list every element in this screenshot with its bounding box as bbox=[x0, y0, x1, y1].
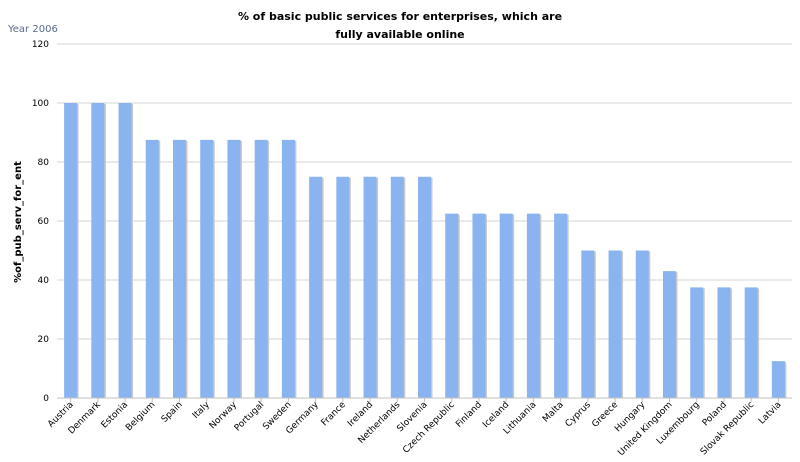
bar bbox=[418, 176, 431, 398]
bar-group bbox=[145, 139, 161, 398]
bar-group bbox=[744, 287, 760, 398]
bar bbox=[281, 139, 295, 398]
bar bbox=[200, 139, 214, 398]
bar-group bbox=[254, 139, 270, 398]
bar bbox=[173, 139, 186, 398]
bar-group bbox=[173, 139, 188, 398]
bar bbox=[635, 250, 649, 398]
x-tick-label: Latvia bbox=[757, 400, 783, 426]
bar-group bbox=[445, 213, 460, 398]
y-tick-label: 20 bbox=[38, 335, 50, 345]
bar-group bbox=[526, 213, 542, 398]
x-tick-label: Belgium bbox=[124, 400, 157, 433]
bar bbox=[608, 250, 622, 398]
y-tick-labels: 0 20 40 60 80 100 120 bbox=[32, 40, 49, 404]
bar bbox=[64, 103, 78, 398]
bar bbox=[227, 139, 241, 398]
x-tick-label: Malta bbox=[541, 400, 566, 425]
chart-title-line-1: % of basic public services for enterpris… bbox=[238, 10, 562, 23]
bar bbox=[526, 213, 540, 398]
y-tick-label: 0 bbox=[43, 394, 49, 404]
chart-title-line-2: fully available online bbox=[335, 28, 464, 41]
bar-group bbox=[281, 139, 297, 398]
bar bbox=[663, 271, 676, 398]
x-tick-label: Finland bbox=[454, 400, 484, 430]
chart-subtitle: Year 2006 bbox=[7, 24, 58, 35]
bar bbox=[118, 103, 132, 398]
x-tick-label: Spain bbox=[160, 400, 185, 425]
bar bbox=[717, 287, 731, 398]
x-tick-label: France bbox=[320, 400, 349, 429]
bar-group bbox=[418, 176, 433, 398]
bar bbox=[744, 287, 758, 398]
bar bbox=[445, 213, 459, 398]
bar bbox=[390, 176, 404, 398]
bar bbox=[690, 287, 704, 398]
y-tick-label: 60 bbox=[38, 217, 50, 227]
x-tick-label: Slovak Republic bbox=[699, 400, 756, 457]
bar bbox=[309, 176, 323, 398]
bar-group bbox=[554, 213, 569, 398]
bar-group bbox=[309, 176, 324, 398]
bar bbox=[581, 250, 595, 398]
bar-group bbox=[608, 250, 624, 398]
bar-group bbox=[472, 213, 487, 398]
bar bbox=[472, 213, 486, 398]
bar-group bbox=[771, 361, 787, 398]
y-tick-label: 100 bbox=[32, 99, 49, 109]
y-tick-label: 40 bbox=[38, 276, 50, 286]
bar bbox=[771, 361, 785, 398]
bar-group bbox=[581, 250, 596, 398]
bar bbox=[363, 176, 377, 398]
x-tick-label: Italy bbox=[191, 400, 212, 421]
bar bbox=[91, 103, 105, 398]
y-tick-label: 120 bbox=[32, 40, 49, 50]
bar bbox=[336, 176, 350, 398]
bar-group bbox=[64, 103, 79, 398]
x-tick-label: Czech Republic bbox=[401, 400, 457, 456]
bar-group bbox=[118, 103, 134, 398]
bar-group bbox=[635, 250, 651, 398]
x-tick-label: Portugal bbox=[233, 400, 266, 433]
bar-group bbox=[363, 176, 379, 398]
bar-group bbox=[336, 176, 351, 398]
y-axis-label: %of_pub_serv_for_ent bbox=[13, 161, 24, 283]
bar-group bbox=[390, 176, 406, 398]
bar bbox=[145, 139, 159, 398]
y-tick-label: 80 bbox=[38, 158, 50, 168]
bar-group bbox=[91, 103, 106, 398]
bars bbox=[64, 103, 787, 398]
bar-group bbox=[663, 271, 678, 398]
x-tick-label: Cyprus bbox=[564, 400, 594, 430]
bar bbox=[554, 213, 568, 398]
bar bbox=[499, 213, 513, 398]
bar-group bbox=[499, 213, 515, 398]
bar-group bbox=[200, 139, 215, 398]
bar-group bbox=[690, 287, 705, 398]
bar bbox=[254, 139, 268, 398]
bar-group bbox=[227, 139, 242, 398]
bar-group bbox=[717, 287, 732, 398]
